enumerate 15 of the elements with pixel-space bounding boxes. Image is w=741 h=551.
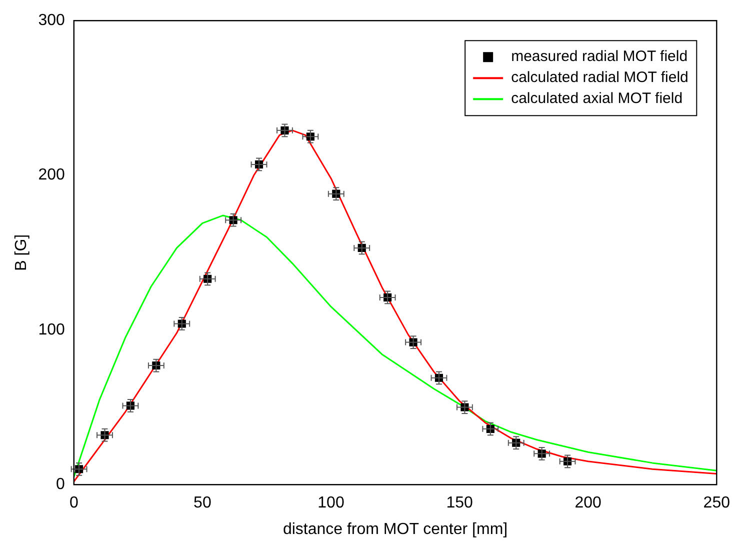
y-tick-label: 200 [38, 166, 65, 184]
x-tick-label: 250 [703, 494, 730, 512]
x-axis-title: distance from MOT center [mm] [282, 520, 508, 538]
legend-label: calculated radial MOT field [511, 69, 688, 86]
x-tick-label: 100 [318, 494, 344, 512]
y-tick-label: 0 [56, 476, 65, 494]
x-tick-label: 200 [574, 494, 602, 512]
y-tick-label: 300 [38, 12, 65, 30]
x-tick-label: 50 [194, 494, 212, 512]
x-tick-label: 0 [69, 494, 78, 512]
x-tick-label: 150 [446, 494, 473, 512]
y-tick-label: 100 [38, 321, 65, 338]
y-axis-title: B [G] [13, 234, 30, 271]
legend-label: calculated axial MOT field [511, 90, 683, 108]
legend-label: measured radial MOT field [511, 48, 688, 66]
